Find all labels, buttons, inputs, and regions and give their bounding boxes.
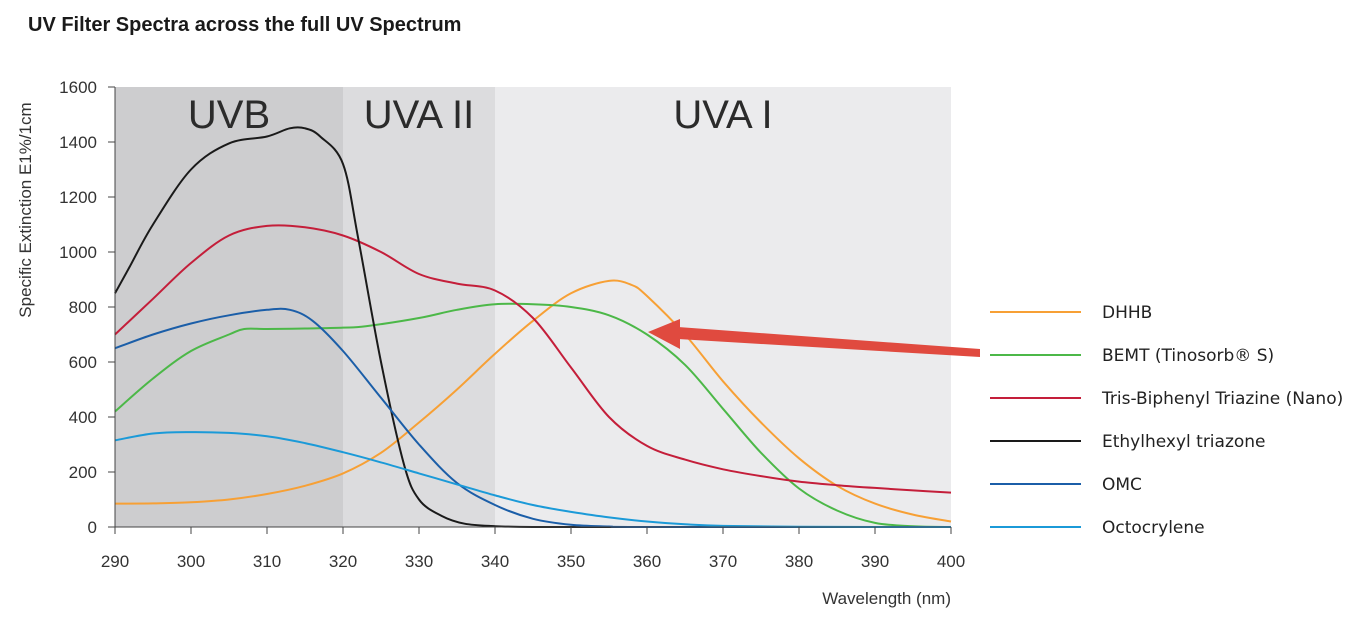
annotation-arrow-shaft [678,327,980,357]
y-axis-label: Specific Extinction E1%/1cm [16,102,35,317]
region-label-uva-ii: UVA II [364,93,474,137]
x-tick-label: 300 [177,552,205,571]
x-tick-label: 330 [405,552,433,571]
y-tick-label: 1000 [59,243,97,262]
x-tick-label: 340 [481,552,509,571]
y-tick-label: 600 [69,353,97,372]
x-tick-label: 350 [557,552,585,571]
x-tick-label: 360 [633,552,661,571]
legend-label: Ethylhexyl triazone [1102,432,1266,452]
x-tick-label: 310 [253,552,281,571]
x-tick-label: 400 [937,552,965,571]
series-line-tris-biphenyl-triazine-nano [114,224,952,494]
region-label-uva-i: UVA I [673,93,772,137]
y-tick-label: 200 [69,463,97,482]
x-tick-label: 290 [101,552,129,571]
y-tick-label: 400 [69,408,97,427]
region-band-uvb [115,87,343,527]
legend-label: Octocrylene [1102,518,1205,538]
y-tick-label: 0 [88,518,97,537]
x-tick-label: 320 [329,552,357,571]
series-line-bemt-tinosorb-s [114,302,952,528]
series-line-octocrylene [114,431,951,528]
annotation-arrow [648,319,980,357]
legend-item-octocrylene: Octocrylene [990,518,1205,538]
chart-title: UV Filter Spectra across the full UV Spe… [28,14,462,36]
x-tick-label: 390 [861,552,889,571]
legend-label: DHHB [1102,303,1152,323]
legend-label: BEMT (Tinosorb® S) [1102,346,1274,366]
y-tick-label: 1400 [59,133,97,152]
y-tick-label: 1200 [59,188,97,207]
legend-item-tris-biphenyl-triazine-nano: Tris-Biphenyl Triazine (Nano) [990,389,1343,409]
legend-item-omc: OMC [990,475,1142,495]
legend-item-ethylhexyl-triazone: Ethylhexyl triazone [990,432,1266,452]
x-tick-label: 370 [709,552,737,571]
x-tick-label: 380 [785,552,813,571]
legend-label: Tris-Biphenyl Triazine (Nano) [1101,389,1343,409]
legend-item-dhhb: DHHB [990,303,1152,323]
legend-item-bemt-tinosorb-s: BEMT (Tinosorb® S) [990,346,1274,366]
y-tick-label: 1600 [59,78,97,97]
x-axis-label: Wavelength (nm) [822,589,951,608]
region-label-uvb: UVB [188,93,270,137]
y-tick-label: 800 [69,298,97,317]
legend-label: OMC [1102,475,1142,495]
annotation-arrow-head [648,319,680,349]
